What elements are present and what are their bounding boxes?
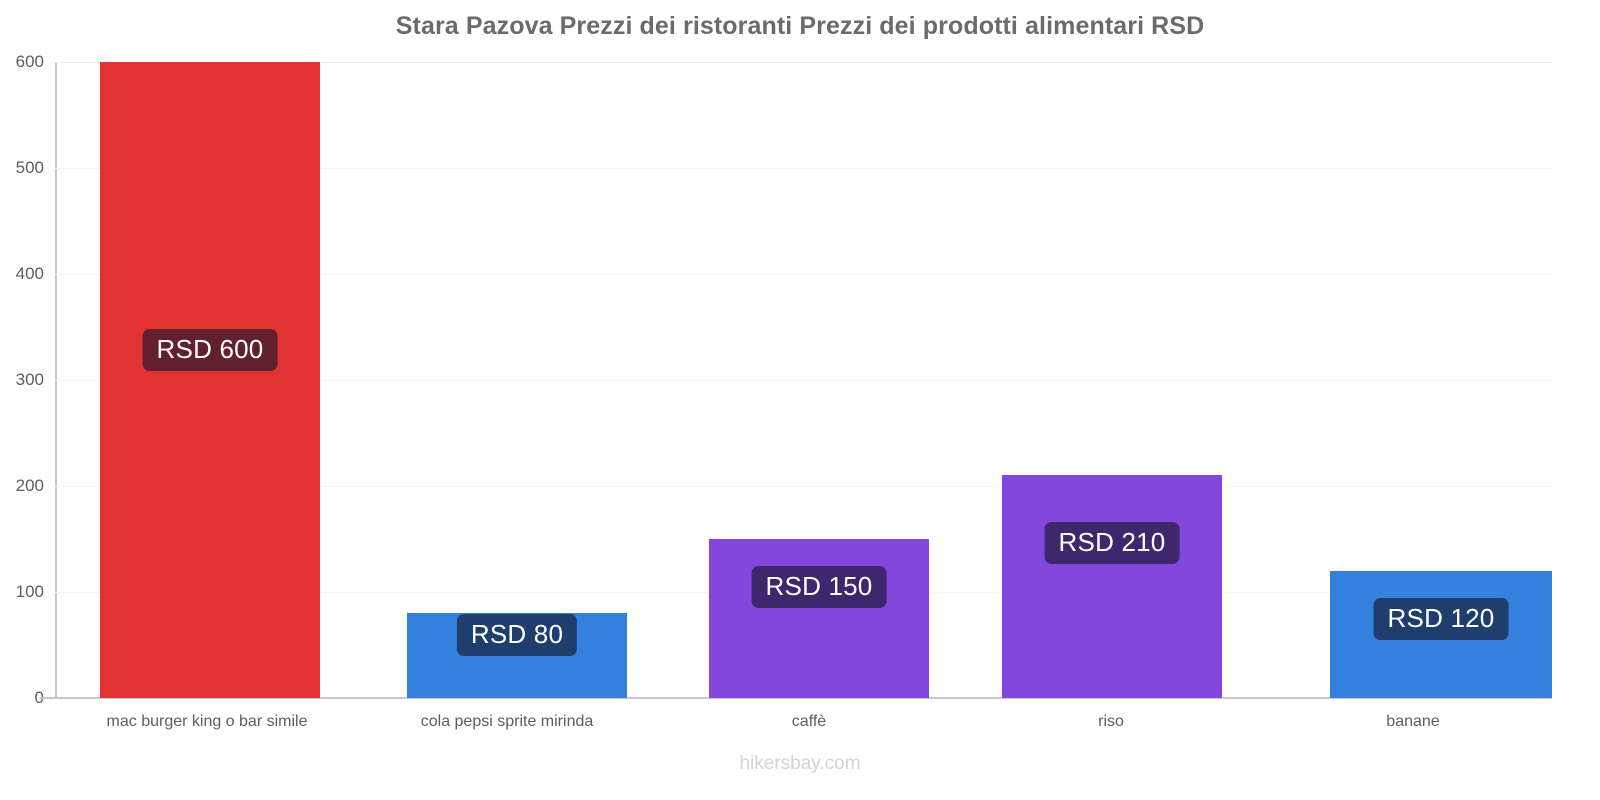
value-label-banane: RSD 120 [1373, 597, 1509, 640]
x-tick-label-cola-pepsi-sprite-mirinda: cola pepsi sprite mirinda [420, 713, 594, 730]
gridline-200 [55, 486, 1552, 487]
x-axis-line [40, 697, 1552, 699]
value-label-riso: RSD 210 [1044, 522, 1180, 565]
bar-riso[interactable] [1002, 475, 1222, 698]
x-tick-label-banane: banane [1386, 713, 1440, 730]
value-label-caffe: RSD 150 [751, 566, 887, 608]
bar-mac-burger-king-o-bar-simile[interactable] [100, 62, 320, 698]
y-tick-label-300: 300 [15, 370, 44, 389]
value-label-cola-pepsi-sprite-mirinda: RSD 80 [456, 614, 578, 657]
y-tick-label-400: 400 [15, 264, 44, 283]
gridline-600 [55, 62, 1552, 63]
y-tick-label-500: 500 [15, 158, 44, 177]
plot-area: RSD 600 RSD 80 RSD 150 RSD 210 RSD 120 [55, 62, 1552, 698]
gridline-500 [55, 168, 1552, 169]
chart-title: Stara Pazova Prezzi dei ristoranti Prezz… [395, 12, 1205, 40]
site-watermark: hikersbay.com [739, 753, 861, 774]
bar-caffe[interactable] [709, 539, 929, 698]
y-tick-label-100: 100 [15, 582, 44, 601]
gridline-400 [55, 274, 1552, 275]
gridline-300 [55, 380, 1552, 381]
x-tick-label-mac-burger-king-o-bar-simile: mac burger king o bar simile [106, 713, 308, 730]
y-tick-label-600: 600 [15, 52, 44, 71]
value-label-mac-burger-king-o-bar-simile: RSD 600 [142, 329, 278, 371]
x-tick-label-riso: riso [1098, 713, 1124, 730]
y-tick-label-0: 0 [0, 688, 44, 708]
x-tick-label-caffe: caffè [791, 713, 827, 730]
y-tick-label-200: 200 [15, 476, 44, 495]
